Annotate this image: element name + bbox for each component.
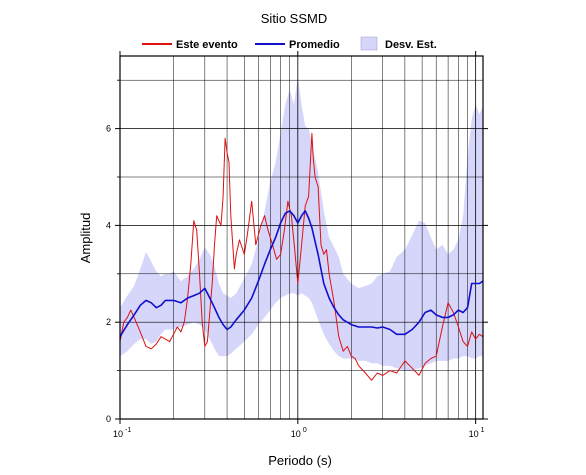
- promedio-line: [119, 210, 484, 338]
- legend-label: Desv. Est.: [385, 39, 437, 51]
- plot-frame: [119, 55, 484, 420]
- x-tick-exponent: 0: [303, 427, 307, 434]
- y-tick-label: 4: [106, 220, 111, 230]
- x-axis-label: Periodo (s): [268, 453, 332, 468]
- x-tick-label: 10: [113, 429, 123, 439]
- x-tick-label: 10: [291, 429, 301, 439]
- y-axis-label: Amplitud: [78, 213, 93, 264]
- este-evento-line: [119, 132, 484, 381]
- chart-title: Sitio SSMD: [261, 11, 327, 26]
- y-tick-label: 2: [106, 317, 111, 327]
- x-tick-label: 10: [469, 429, 479, 439]
- x-tick-exponent: 1: [481, 427, 485, 434]
- legend-label: Promedio: [289, 39, 340, 51]
- y-tick-label: 0: [106, 414, 111, 424]
- legend-swatch: [360, 36, 378, 51]
- legend-label: Este evento: [176, 39, 238, 51]
- y-tick-label: 6: [106, 124, 111, 134]
- legend: Este evento Promedio Desv. Est.: [142, 36, 437, 51]
- x-tick-exponent: -1: [125, 427, 131, 434]
- series-layer: [119, 132, 484, 381]
